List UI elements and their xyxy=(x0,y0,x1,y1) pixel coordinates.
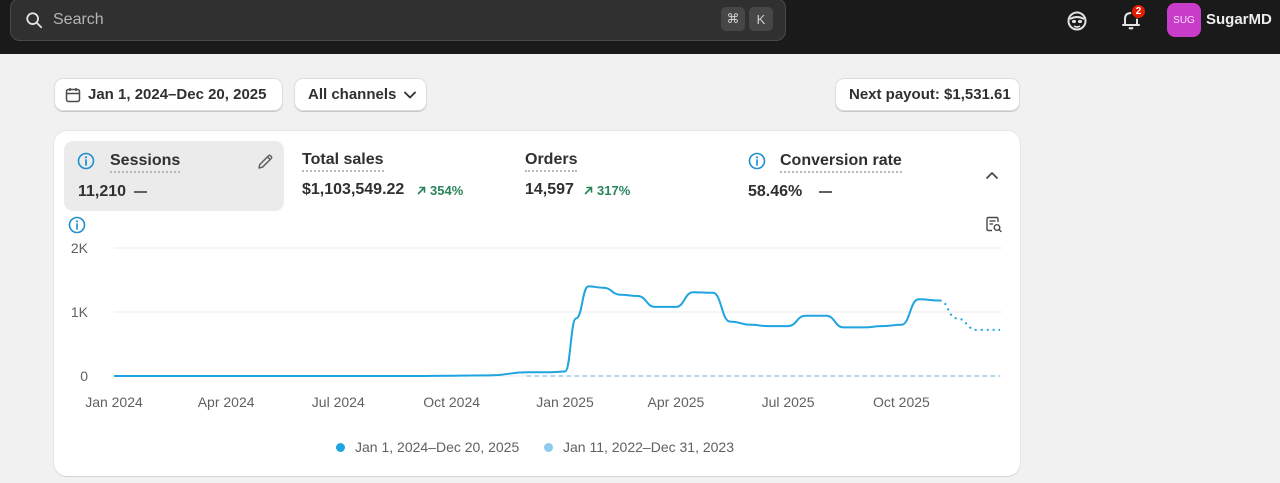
next-payout-button[interactable]: Next payout: $1,531.61 xyxy=(835,78,1020,111)
x-tick-label: Jan 2024 xyxy=(85,394,143,410)
calendar-icon xyxy=(65,87,81,102)
x-tick-label: Apr 2024 xyxy=(198,394,255,410)
orders-change-value: 317% xyxy=(597,183,631,198)
legend-comparison[interactable]: Jan 11, 2022–Dec 31, 2023 xyxy=(544,439,734,455)
x-tick-label: Jul 2025 xyxy=(762,394,815,410)
date-range-label: Jan 1, 2024–Dec 20, 2025 xyxy=(88,86,267,103)
conversion-no-change-dash xyxy=(819,191,832,193)
shop-status-icon[interactable] xyxy=(1064,8,1090,34)
store-avatar[interactable]: SUG xyxy=(1167,3,1201,37)
x-tick-label: Jan 2025 xyxy=(536,394,594,410)
orders-value: 14,597 xyxy=(525,181,574,198)
conversion-rate-value: 58.46% xyxy=(748,183,803,200)
legend-primary-label: Jan 1, 2024–Dec 20, 2025 xyxy=(355,439,520,455)
primary-series-line xyxy=(114,285,940,377)
conversion-rate-title[interactable]: Conversion rate xyxy=(780,152,902,173)
sessions-title[interactable]: Sessions xyxy=(110,152,181,173)
store-name[interactable]: SugarMD xyxy=(1206,11,1272,28)
explore-report-icon[interactable] xyxy=(985,216,1003,234)
shortcut-k-key: K xyxy=(749,7,773,31)
legend-primary-dot xyxy=(336,442,345,452)
search-placeholder: Search xyxy=(53,10,104,28)
search-bar[interactable]: Search ⌘ K xyxy=(10,0,786,41)
total-sales-change: 354% xyxy=(417,183,463,198)
x-tick-label: Apr 2025 xyxy=(647,394,704,410)
total-sales-value: $1,103,549.22 xyxy=(302,181,405,198)
y-tick-label: 1K xyxy=(71,304,89,320)
x-tick-label: Jul 2024 xyxy=(312,394,365,410)
chevron-down-icon xyxy=(404,91,417,98)
x-tick-label: Oct 2024 xyxy=(423,394,480,410)
legend-primary[interactable]: Jan 1, 2024–Dec 20, 2025 xyxy=(336,439,519,455)
edit-pencil-icon[interactable] xyxy=(256,153,274,171)
chevron-up-icon[interactable] xyxy=(985,170,999,180)
info-icon[interactable] xyxy=(77,152,95,170)
sessions-no-change-dash xyxy=(134,191,147,193)
legend-comparison-label: Jan 11, 2022–Dec 31, 2023 xyxy=(563,439,734,455)
sessions-value: 11,210 xyxy=(78,183,127,200)
legend-comparison-dot xyxy=(544,442,553,452)
y-tick-label: 0 xyxy=(80,368,88,384)
search-icon xyxy=(26,11,43,28)
channel-label: All channels xyxy=(308,86,397,103)
date-range-button[interactable]: Jan 1, 2024–Dec 20, 2025 xyxy=(54,78,283,111)
total-sales-title[interactable]: Total sales xyxy=(302,151,384,172)
x-tick-label: Oct 2025 xyxy=(873,394,930,410)
total-sales-change-value: 354% xyxy=(430,183,464,198)
shortcut-cmd-key: ⌘ xyxy=(721,7,745,31)
projected-series-line xyxy=(939,299,1000,331)
chart-info-icon[interactable] xyxy=(68,216,86,234)
arrow-up-right-icon xyxy=(584,186,593,195)
sessions-metric-tile[interactable] xyxy=(64,141,284,211)
payout-label: Next payout: $1,531.61 xyxy=(849,86,1011,103)
notification-count-badge: 2 xyxy=(1131,4,1146,19)
info-icon[interactable] xyxy=(748,152,766,170)
top-bar: Search ⌘ K 2 SUG SugarMD xyxy=(0,0,1280,54)
arrow-up-right-icon xyxy=(417,186,426,195)
orders-change: 317% xyxy=(584,183,630,198)
orders-title[interactable]: Orders xyxy=(525,151,578,172)
y-tick-label: 2K xyxy=(71,240,89,256)
channel-filter-button[interactable]: All channels xyxy=(294,78,427,111)
